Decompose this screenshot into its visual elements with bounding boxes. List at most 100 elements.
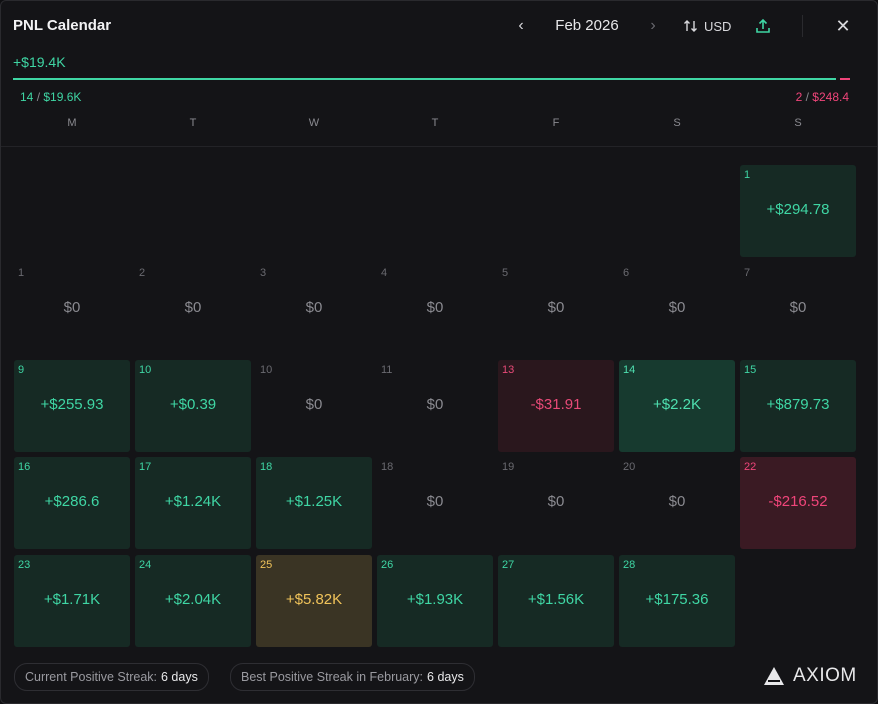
day-pnl: +$0.39: [169, 396, 217, 413]
day-number: 1: [744, 169, 751, 181]
day-cell[interactable]: 5 $0: [498, 263, 614, 355]
day-cell[interactable]: 7 $0: [740, 263, 856, 355]
day-pnl: $0: [184, 299, 202, 316]
day-number: 10: [260, 364, 273, 376]
weekday-label: S: [794, 117, 802, 129]
day-number: 2: [139, 267, 146, 279]
close-icon[interactable]: ✕: [835, 16, 851, 36]
day-pnl: $0: [305, 299, 323, 316]
day-cell[interactable]: 2 $0: [135, 263, 251, 355]
day-number: 14: [623, 364, 636, 376]
day-pnl: -$216.52: [768, 493, 828, 510]
weekday-label: W: [308, 117, 320, 129]
day-number: 18: [381, 461, 394, 473]
day-pnl: +$1.25K: [285, 493, 343, 510]
day-pnl: $0: [305, 396, 323, 413]
day-number: 20: [623, 461, 636, 473]
chevron-right-icon[interactable]: ›: [650, 17, 656, 34]
swap-vertical-icon: [684, 20, 697, 32]
upload-icon: [756, 18, 770, 33]
day-pnl: +$2.04K: [164, 591, 222, 608]
win-summary: 14 / $19.6K: [20, 90, 82, 104]
day-pnl: +$175.36: [645, 591, 709, 608]
weekday-label: S: [673, 117, 681, 129]
day-cell[interactable]: 13 -$31.91: [498, 360, 614, 452]
day-number: 3: [260, 267, 267, 279]
currency-label: USD: [704, 18, 732, 34]
day-cell[interactable]: 20 $0: [619, 457, 735, 549]
day-number: 28: [623, 559, 636, 571]
day-pnl: $0: [668, 493, 686, 510]
month-label: Feb 2026: [555, 17, 619, 34]
day-pnl: +$5.82K: [285, 591, 343, 608]
day-pnl: +$2.2K: [653, 396, 701, 413]
day-cell[interactable]: 25 +$5.82K: [256, 555, 372, 647]
chevron-left-icon[interactable]: ‹: [518, 17, 524, 34]
brand-logo: AXIOM: [763, 664, 857, 688]
day-number: 7: [744, 267, 751, 279]
weekday-label: M: [67, 117, 77, 129]
day-pnl: +$255.93: [40, 396, 104, 413]
day-cell[interactable]: 3 $0: [256, 263, 372, 355]
day-cell[interactable]: 10 $0: [256, 360, 372, 452]
day-cell[interactable]: 22 -$216.52: [740, 457, 856, 549]
day-pnl: $0: [789, 299, 807, 316]
day-number: 15: [744, 364, 757, 376]
day-cell[interactable]: 23 +$1.71K: [14, 555, 130, 647]
day-number: 19: [502, 461, 515, 473]
export-button[interactable]: [753, 16, 773, 36]
day-cell[interactable]: 26 +$1.93K: [377, 555, 493, 647]
weekday-label: F: [552, 117, 560, 129]
day-pnl: +$1.24K: [164, 493, 222, 510]
day-pnl: $0: [426, 396, 444, 413]
day-cell[interactable]: 19 $0: [498, 457, 614, 549]
day-cell[interactable]: 17 +$1.24K: [135, 457, 251, 549]
day-cell[interactable]: 6 $0: [619, 263, 735, 355]
day-cell[interactable]: 28 +$175.36: [619, 555, 735, 647]
day-number: 27: [502, 559, 515, 571]
day-cell[interactable]: 14 +$2.2K: [619, 360, 735, 452]
loss-summary: 2 / $248.4: [795, 90, 849, 104]
day-pnl: +$1.93K: [406, 591, 464, 608]
divider: [1, 146, 877, 147]
day-cell[interactable]: 4 $0: [377, 263, 493, 355]
current-streak-pill: Current Positive Streak: 6 days: [14, 663, 209, 691]
day-pnl: $0: [668, 299, 686, 316]
weekday-label: T: [431, 117, 439, 129]
day-number: 1: [18, 267, 25, 279]
day-pnl: +$1.71K: [43, 591, 101, 608]
day-number: 24: [139, 559, 152, 571]
panel-title: PNL Calendar: [13, 17, 112, 34]
day-pnl: $0: [426, 299, 444, 316]
day-pnl: +$879.73: [766, 396, 830, 413]
day-number: 5: [502, 267, 509, 279]
day-cell[interactable]: 10 +$0.39: [135, 360, 251, 452]
day-number: 10: [139, 364, 152, 376]
day-cell[interactable]: 24 +$2.04K: [135, 555, 251, 647]
day-number: 11: [381, 364, 393, 376]
day-pnl: +$286.6: [44, 493, 100, 510]
axiom-logo-icon: [764, 667, 784, 685]
day-number: 17: [139, 461, 152, 473]
day-cell[interactable]: 16 +$286.6: [14, 457, 130, 549]
day-number: 25: [260, 559, 273, 571]
day-number: 22: [744, 461, 757, 473]
day-number: 18: [260, 461, 273, 473]
day-cell[interactable]: 27 +$1.56K: [498, 555, 614, 647]
day-pnl: +$1.56K: [527, 591, 585, 608]
day-cell[interactable]: 1 $0: [14, 263, 130, 355]
day-cell[interactable]: 11 $0: [377, 360, 493, 452]
header: PNL Calendar ‹ Feb 2026 › USD ✕: [1, 1, 877, 51]
day-cell[interactable]: 1 +$294.78: [740, 165, 856, 257]
brand-name: AXIOM: [793, 665, 857, 686]
day-cell[interactable]: 9 +$255.93: [14, 360, 130, 452]
best-streak-pill: Best Positive Streak in February: 6 days: [230, 663, 475, 691]
currency-toggle[interactable]: USD: [683, 15, 731, 37]
day-cell[interactable]: 18 $0: [377, 457, 493, 549]
weekday-label: T: [189, 117, 197, 129]
day-cell[interactable]: 15 +$879.73: [740, 360, 856, 452]
day-pnl: +$294.78: [766, 201, 830, 218]
day-cell[interactable]: 18 +$1.25K: [256, 457, 372, 549]
day-number: 16: [18, 461, 31, 473]
